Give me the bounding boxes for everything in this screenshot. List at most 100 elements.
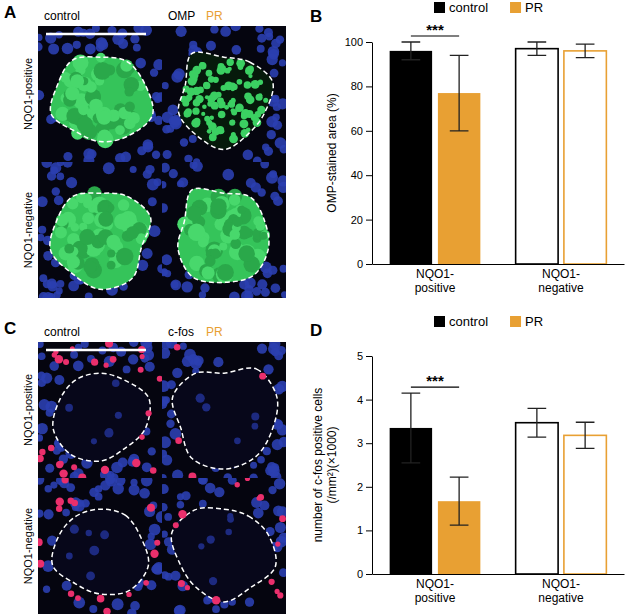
omp-signal bbox=[230, 238, 241, 249]
legend-label: PR bbox=[525, 314, 543, 329]
nuclei bbox=[38, 478, 162, 614]
column-label: control bbox=[44, 9, 80, 23]
omp-signal bbox=[116, 248, 133, 265]
tile-background bbox=[162, 478, 286, 614]
omp-signal bbox=[67, 256, 80, 269]
nucleus bbox=[162, 455, 172, 466]
tick-label: 20 bbox=[351, 214, 363, 226]
image-tile bbox=[38, 478, 162, 614]
omp-signal bbox=[210, 92, 219, 101]
nucleus bbox=[128, 354, 138, 364]
omp-signal bbox=[238, 245, 255, 262]
omp-signal bbox=[251, 80, 260, 89]
nucleus bbox=[162, 203, 168, 213]
legend: controlPR bbox=[434, 314, 543, 329]
panel-letter: A bbox=[4, 3, 16, 22]
nucleus bbox=[83, 155, 94, 162]
c-fos-cell bbox=[268, 579, 274, 585]
tick-label: 3 bbox=[357, 437, 363, 449]
c-fos-cell bbox=[56, 498, 64, 506]
tick-mark bbox=[366, 86, 372, 87]
omp-signal bbox=[205, 95, 209, 99]
omp-signal bbox=[79, 229, 95, 245]
nucleus bbox=[162, 268, 168, 275]
image-panel: AcontrolOMPPRNQO1-positiveNQO1-negative bbox=[4, 3, 289, 304]
nucleus bbox=[181, 491, 190, 500]
nucleus bbox=[212, 605, 220, 613]
nucleus bbox=[152, 92, 161, 101]
tick: 4 bbox=[357, 394, 372, 406]
tick-label: 1 bbox=[357, 524, 363, 536]
omp-signal bbox=[65, 87, 79, 101]
nucleus bbox=[50, 481, 57, 488]
omp-signal bbox=[77, 116, 93, 132]
omp-signal bbox=[127, 112, 139, 124]
nucleus bbox=[269, 170, 277, 178]
row-label: NQO1-negative bbox=[22, 508, 34, 584]
nucleus bbox=[38, 42, 43, 51]
glomerulus-fill bbox=[50, 57, 153, 142]
nucleus bbox=[162, 436, 171, 448]
omp-signal bbox=[217, 264, 234, 281]
stain-label: OMP bbox=[168, 9, 195, 23]
nucleus bbox=[253, 157, 262, 162]
omp-signal bbox=[195, 95, 203, 103]
tile-background bbox=[38, 342, 162, 478]
nucleus bbox=[148, 447, 156, 455]
c-fos-signal bbox=[174, 344, 266, 478]
nucleus bbox=[62, 509, 70, 517]
nucleus bbox=[123, 365, 131, 373]
tick: 20 bbox=[351, 214, 372, 226]
tick: 1 bbox=[357, 524, 372, 536]
omp-signal bbox=[219, 242, 227, 250]
nucleus bbox=[206, 41, 216, 51]
nucleus bbox=[70, 472, 80, 478]
tick: 100 bbox=[345, 36, 372, 48]
glomerulus bbox=[177, 188, 270, 283]
c-fos-cell bbox=[259, 373, 266, 380]
nucleus bbox=[153, 562, 162, 573]
tick: 0 bbox=[357, 568, 372, 580]
omp-signal bbox=[229, 100, 235, 106]
c-fos-cell bbox=[75, 595, 81, 601]
nucleus bbox=[73, 361, 84, 372]
tick-label: 4 bbox=[357, 394, 363, 406]
omp-signal bbox=[107, 250, 115, 258]
nucleus bbox=[277, 424, 286, 435]
scale-bar bbox=[46, 33, 146, 36]
c-fos-cell bbox=[91, 359, 98, 366]
nucleus bbox=[39, 274, 47, 282]
nucleus bbox=[168, 105, 179, 116]
c-fos-signal bbox=[38, 478, 160, 614]
glomerulus-fill bbox=[171, 508, 276, 602]
nucleus bbox=[261, 288, 270, 297]
omp-signal bbox=[220, 101, 226, 107]
nuclei bbox=[38, 162, 162, 298]
scale-bar bbox=[46, 349, 146, 352]
nuclei bbox=[162, 162, 286, 298]
c-fos-cell bbox=[56, 461, 63, 468]
omp-signal bbox=[202, 104, 207, 109]
c-fos-cell bbox=[143, 580, 149, 586]
nucleus bbox=[171, 71, 183, 83]
c-fos-cell bbox=[110, 356, 117, 363]
nucleus bbox=[198, 478, 206, 484]
c-fos-cell bbox=[56, 506, 62, 512]
nucleus bbox=[112, 379, 120, 387]
nucleus bbox=[164, 513, 172, 521]
nuclei bbox=[38, 26, 162, 162]
image-tile bbox=[162, 26, 286, 162]
omp-signal bbox=[192, 108, 199, 115]
tick: 60 bbox=[351, 125, 372, 137]
omp-signal bbox=[220, 129, 224, 133]
nucleus bbox=[105, 478, 115, 484]
tile bbox=[162, 21, 289, 165]
omp-signal bbox=[231, 108, 236, 113]
x-axis: NQO1-positiveNQO1-negative bbox=[373, 264, 625, 295]
omp-signal bbox=[186, 94, 192, 100]
nucleus bbox=[38, 478, 44, 485]
nuclei bbox=[162, 342, 286, 478]
omp-signal bbox=[263, 98, 268, 103]
omp-signal bbox=[229, 120, 235, 126]
nucleus bbox=[100, 530, 109, 539]
